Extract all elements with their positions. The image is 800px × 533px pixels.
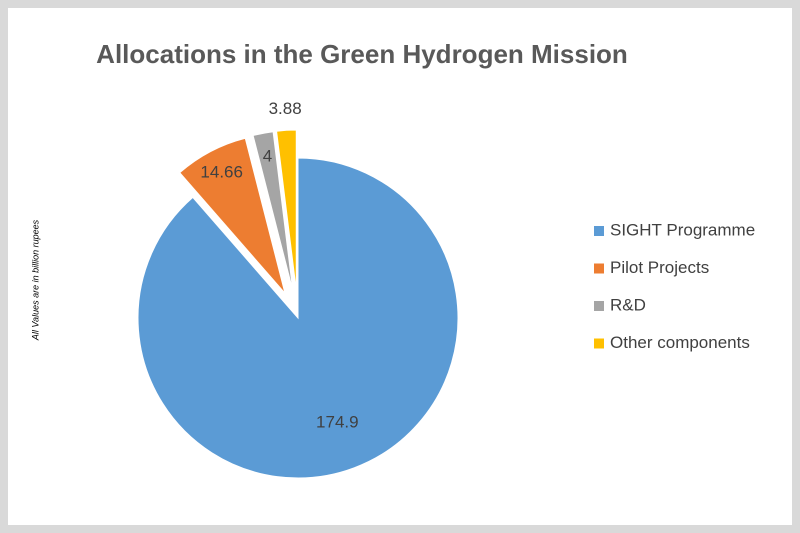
pie-slice xyxy=(179,137,286,294)
legend-swatch xyxy=(594,301,604,311)
note: All Values are in billion rupees xyxy=(30,219,40,341)
data-label: 3.88 xyxy=(269,99,302,118)
pie-slice xyxy=(252,131,294,291)
legend-swatch xyxy=(594,338,604,349)
legend-label: SIGHT Programme xyxy=(610,220,755,239)
legend-label: Other components xyxy=(610,333,750,352)
data-label: 14.66 xyxy=(200,162,243,181)
pie-slice xyxy=(137,157,459,479)
legend-swatch xyxy=(594,263,604,274)
legend-swatch xyxy=(594,226,604,236)
pie-slice xyxy=(276,129,297,291)
legend-label: Pilot Projects xyxy=(610,258,709,277)
data-label: 4 xyxy=(263,146,272,165)
data-label: 174.9 xyxy=(316,412,359,431)
legend-label: R&D xyxy=(610,295,646,314)
chart-title: Allocations in the Green Hydrogen Missio… xyxy=(96,39,628,69)
